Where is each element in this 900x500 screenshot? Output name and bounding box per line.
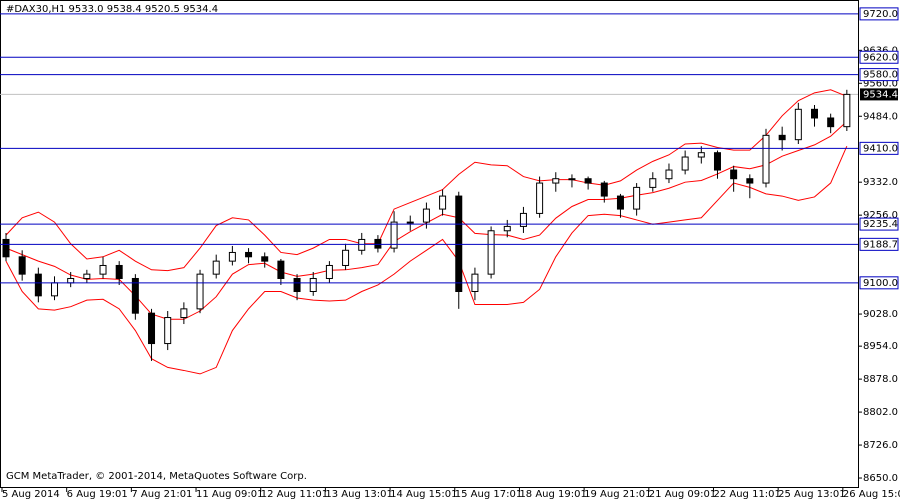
candle-body [422,208,430,223]
x-tick-label: 25 Aug 13:01 [778,489,845,500]
candle-body [245,251,253,258]
x-tick-label: 26 Aug 15:01 [843,489,900,500]
candle-body [503,225,511,232]
x-tick-label: 11 Aug 09:01 [196,489,263,500]
candle-body [406,221,414,224]
level-label-box [859,68,899,82]
x-tick-label: 15 Aug 17:01 [455,489,522,500]
candle-body [293,277,301,292]
candle-body [681,156,689,171]
candle-body [827,117,835,128]
x-tick-label: 6 Aug 19:01 [67,489,128,500]
y-tick-label: 9028.0 [863,309,898,320]
x-tick-label: 13 Aug 13:01 [325,489,392,500]
candle-body [131,277,139,314]
x-tick-label: 14 Aug 15:01 [390,489,457,500]
candle-body [358,238,366,251]
candle-body [439,195,447,210]
candle-body [568,178,576,181]
level-label: 9410.0 [863,143,898,154]
level-label: 9720.0 [863,9,898,20]
candle-body [51,282,59,297]
candle-body [665,169,673,180]
level-label-box [859,50,899,64]
current-price-box [860,88,898,101]
x-tick-label: 7 Aug 21:01 [131,489,192,500]
candle-body [342,249,350,266]
candle-body [309,277,317,292]
level-label-box [859,141,899,155]
plot [0,13,858,375]
candle-body [616,195,624,210]
candle-body [762,134,770,184]
candle-body [746,178,754,184]
footer: GCM MetaTrader, © 2001-2014, MetaQuotes … [6,471,307,482]
candle-body [83,273,91,279]
candle-body [115,264,123,279]
candle-body [34,273,42,297]
y-tick-label: 9332.0 [863,177,898,188]
candle-body [67,277,75,284]
level-label-box [859,7,899,21]
chart-title: #DAX30,H1 9533.0 9538.4 9520.5 9534.4 [6,4,218,15]
candle-body [843,93,851,128]
candle-body [536,182,544,214]
candle-body [584,178,592,184]
y-tick-label: 8802.0 [863,407,898,418]
level-label-box [859,217,899,231]
x-tick-label: 21 Aug 09:01 [649,489,716,500]
candle-body [455,195,463,292]
candle-body [633,186,641,210]
candle-body [228,251,236,262]
y-tick-label: 8726.0 [863,440,898,451]
level-label: 9100.0 [863,278,898,289]
candle-body [180,308,188,319]
candle-body [325,264,333,279]
candle-body [374,238,382,249]
y-tick-label: 8650.0 [863,473,898,484]
y-tick-label: 8878.0 [863,374,898,385]
candle-body [713,152,721,171]
candle-body [2,238,10,258]
candle-body [196,273,204,310]
candle-body [164,317,172,345]
candle-body [390,221,398,249]
level-label: 9235.4 [863,219,898,230]
x-tick-label: 12 Aug 11:01 [261,489,328,500]
candle-body [261,256,269,262]
bollinger-upper [5,89,848,272]
candle-body [600,182,608,197]
candle-body [730,169,738,180]
bollinger-lower [5,145,848,375]
candle-body [778,134,786,141]
candle-body [697,152,705,158]
y-tick-label: 9256.0 [863,210,898,221]
candle-body [519,212,527,227]
candle-body [99,264,107,275]
candle-body [148,312,156,345]
x-tick-label: 22 Aug 11:01 [713,489,780,500]
candle-body [18,256,26,275]
candle-body [212,260,220,275]
level-label-box [859,237,899,251]
level-label: 9580.0 [863,70,898,81]
level-label: 9620.0 [863,52,898,63]
candle-body [649,178,657,188]
x-tick-label: 18 Aug 19:01 [519,489,586,500]
candle-body [794,108,802,141]
current-price-label: 9534.4 [863,89,898,100]
x-tick-label: 19 Aug 21:01 [584,489,651,500]
level-label-box [859,276,899,290]
x-tick-label: 5 Aug 2014 [2,489,60,500]
y-tick-label: 9484.0 [863,111,898,122]
candle-body [487,230,495,275]
y-tick-label: 8954.0 [863,341,898,352]
candle-body [552,178,560,184]
level-label: 9188.7 [863,239,898,250]
candle-body [811,108,818,119]
y-tick-label: 9560.0 [863,78,898,89]
candle-body [277,260,285,279]
